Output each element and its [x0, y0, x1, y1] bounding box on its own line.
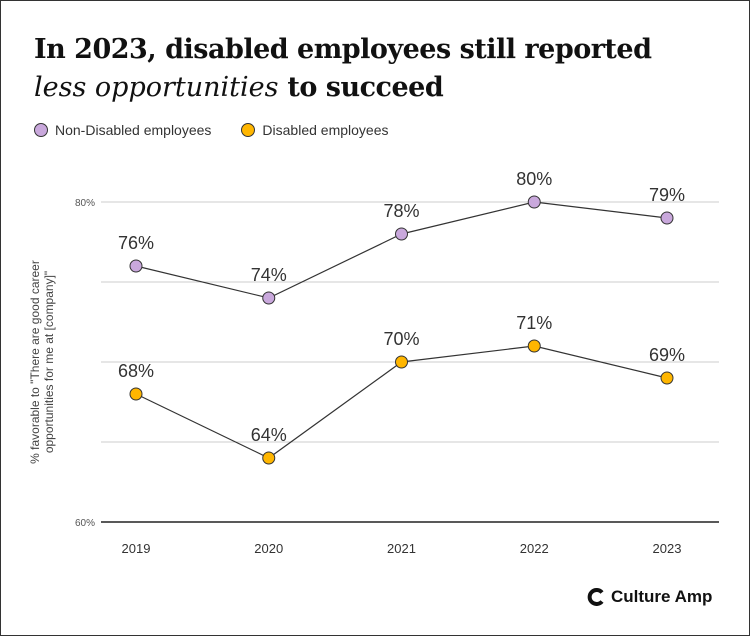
- culture-amp-logo-icon: [587, 588, 604, 606]
- chart-title: In 2023, disabled employees still report…: [34, 31, 652, 107]
- data-label: 71%: [516, 313, 552, 333]
- x-tick-label: 2022: [520, 541, 549, 556]
- data-point: [527, 195, 541, 209]
- title-line-1: In 2023, disabled employees still report…: [34, 34, 652, 65]
- data-label: 76%: [118, 233, 154, 253]
- data-point: [660, 211, 674, 225]
- data-label: 80%: [516, 169, 552, 189]
- line-chart: 60% 80% 2019 2020 2021 2022 2023 % favorable to…: [28, 169, 719, 556]
- y-tick-label: 60%: [75, 518, 95, 529]
- y-axis-label: % favorable to "There are good careeropp…: [28, 260, 56, 464]
- data-point: [660, 371, 674, 385]
- data-label: 78%: [383, 201, 419, 221]
- title-emphasis: less opportunities: [34, 72, 279, 103]
- data-point: [395, 355, 408, 369]
- legend-marker-non-disabled: [34, 123, 48, 137]
- data-point: [262, 291, 276, 305]
- legend-label: Disabled employees: [262, 122, 389, 138]
- data-label: 64%: [251, 425, 287, 445]
- data-label: 79%: [649, 185, 685, 205]
- title-line-2: to succeed: [287, 72, 444, 103]
- x-tick-label: 2021: [387, 541, 416, 556]
- y-tick-label: 80%: [75, 198, 95, 209]
- brand-name: Culture Amp: [611, 587, 713, 606]
- legend-item-disabled: Disabled employees: [241, 122, 389, 138]
- x-tick-label: 2023: [653, 541, 682, 556]
- legend-item-non-disabled: Non-Disabled employees: [34, 122, 211, 138]
- data-point: [527, 339, 541, 353]
- data-point: [129, 387, 143, 401]
- legend-label: Non-Disabled employees: [55, 122, 212, 138]
- data-label: 68%: [118, 361, 154, 381]
- data-point: [129, 259, 143, 273]
- data-label: 69%: [649, 345, 685, 365]
- legend: Non-Disabled employees Disabled employee…: [34, 122, 389, 138]
- culture-amp-logo: Culture Amp: [587, 587, 712, 607]
- data-label: 70%: [383, 329, 419, 349]
- x-tick-label: 2019: [122, 541, 151, 556]
- x-tick-label: 2020: [254, 541, 283, 556]
- data-point: [395, 227, 408, 241]
- data-point: [262, 451, 276, 465]
- legend-marker-disabled: [241, 123, 256, 137]
- data-label: 74%: [251, 265, 287, 285]
